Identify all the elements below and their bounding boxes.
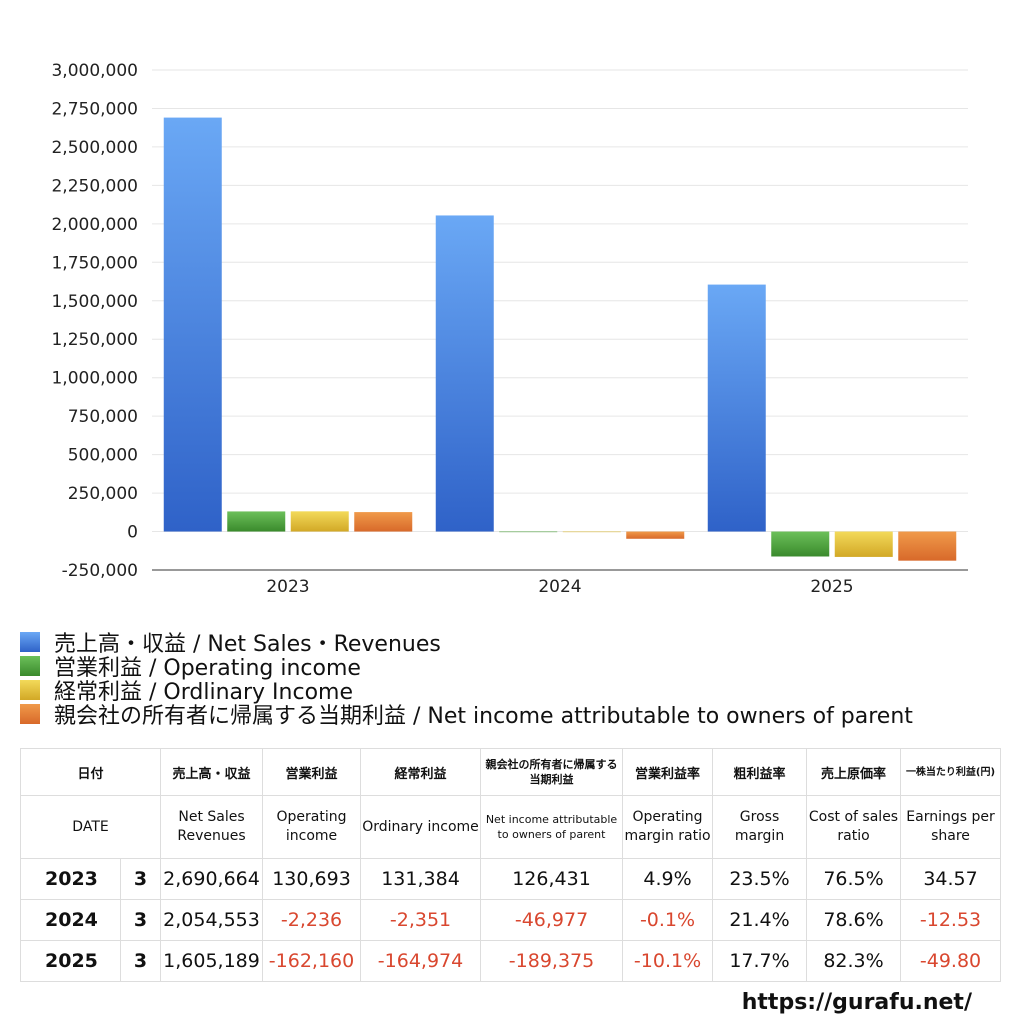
- cell-year: 2024: [20, 899, 121, 941]
- site-url[interactable]: https://gurafu.net/: [741, 990, 972, 1015]
- cell-net-income: -46,977: [480, 899, 624, 941]
- cell-sales: 2,054,553: [160, 899, 264, 941]
- cell-eps: -49.80: [900, 940, 1002, 982]
- cell-gross-margin: 17.7%: [712, 940, 808, 982]
- bar-sales-2024: [435, 215, 494, 532]
- bar-net-income-2024: [626, 531, 685, 539]
- cell-net-income: 126,431: [480, 858, 624, 900]
- cell-year: 2025: [20, 940, 121, 982]
- header-operating-en: Operating income: [262, 795, 362, 859]
- header-gross-margin-jp: 粗利益率: [712, 748, 808, 796]
- header-cost-ratio-en: Cost of sales ratio: [806, 795, 902, 859]
- y-tick-label: 1,750,000: [51, 253, 138, 273]
- header-net-income-jp: 親会社の所有者に帰属する当期利益: [480, 748, 624, 796]
- header-ordinary-en: Ordinary income: [360, 795, 482, 859]
- header-date-jp: 日付: [19, 748, 162, 796]
- y-tick-label: 1,500,000: [51, 292, 138, 312]
- cell-eps: 34.57: [900, 858, 1002, 900]
- legend-swatch-sales: [20, 632, 40, 652]
- bar-ordinary-2024: [562, 531, 621, 533]
- y-tick-label: 2,250,000: [51, 176, 138, 196]
- bar-ordinary-2025: [834, 531, 893, 557]
- header-net-income-en: Net income attributable to owners of par…: [480, 795, 624, 859]
- cell-eps: -12.53: [900, 899, 1002, 941]
- legend: 売上高・収益 / Net Sales・Revenues 営業利益 / Opera…: [20, 630, 913, 729]
- legend-swatch-operating: [20, 656, 40, 676]
- bar-chart: -250,000 0 250,000 500,000 750,000 1,000,000 1…: [51, 61, 968, 597]
- legend-item-net-income: 親会社の所有者に帰属する当期利益 / Net income attributab…: [20, 702, 913, 729]
- table-header-en: DATE Net Sales Revenues Operating income…: [19, 795, 1002, 859]
- y-tick-label: 2,750,000: [51, 99, 138, 119]
- cell-cost-ratio: 76.5%: [806, 858, 902, 900]
- bar-net-income-2025: [898, 531, 957, 561]
- y-tick-label: 3,000,000: [51, 61, 138, 81]
- legend-label-sales: 売上高・収益 / Net Sales・Revenues: [54, 632, 441, 657]
- header-ordinary-jp: 経常利益: [360, 748, 482, 796]
- y-tick-label: 750,000: [68, 407, 138, 427]
- legend-swatch-net-income: [20, 704, 40, 724]
- y-tick-label: -250,000: [62, 561, 138, 581]
- bar-net-income-2023: [354, 512, 413, 532]
- x-tick-label: 2025: [810, 577, 853, 597]
- bar-operating-2023: [227, 511, 286, 532]
- cell-net-income: -189,375: [480, 940, 624, 982]
- cell-op-margin: 4.9%: [622, 858, 714, 900]
- cell-month: 3: [119, 899, 162, 941]
- cell-ordinary: -164,974: [360, 940, 482, 982]
- legend-item-operating: 営業利益 / Operating income: [20, 654, 913, 681]
- y-tick-label: 1,250,000: [51, 330, 138, 350]
- y-tick-label: 2,000,000: [51, 215, 138, 235]
- cell-op-margin: -10.1%: [622, 940, 714, 982]
- x-tick-label: 2024: [538, 577, 581, 597]
- cell-operating: 130,693: [262, 858, 362, 900]
- bar-sales-2023: [163, 117, 222, 532]
- cell-ordinary: 131,384: [360, 858, 482, 900]
- cell-sales: 2,690,664: [160, 858, 264, 900]
- cell-month: 3: [119, 940, 162, 982]
- legend-swatch-ordinary: [20, 680, 40, 700]
- legend-item-ordinary: 経常利益 / Ordlinary Income: [20, 678, 913, 705]
- header-operating-jp: 営業利益: [262, 748, 362, 796]
- cell-sales: 1,605,189: [160, 940, 264, 982]
- y-tick-label: 2,500,000: [51, 138, 138, 158]
- header-eps-en: Earnings per share: [900, 795, 1002, 859]
- legend-label-operating: 営業利益 / Operating income: [54, 656, 361, 681]
- x-tick-label: 2023: [266, 577, 309, 597]
- header-date-en: DATE: [19, 795, 162, 859]
- legend-item-sales: 売上高・収益 / Net Sales・Revenues: [20, 630, 913, 657]
- cell-gross-margin: 21.4%: [712, 899, 808, 941]
- cell-cost-ratio: 82.3%: [806, 940, 902, 982]
- cell-gross-margin: 23.5%: [712, 858, 808, 900]
- cell-ordinary: -2,351: [360, 899, 482, 941]
- financial-table: 日付 売上高・収益 営業利益 経常利益 親会社の所有者に帰属する当期利益 営業利…: [19, 748, 1002, 982]
- header-op-margin-en: Operating margin ratio: [622, 795, 714, 859]
- bar-operating-2025: [771, 531, 830, 557]
- table-row: 2025 3 1,605,189 -162,160 -164,974 -189,…: [20, 940, 1002, 982]
- bar-operating-2024: [499, 531, 558, 533]
- header-sales-en: Net Sales Revenues: [160, 795, 264, 859]
- header-eps-jp: 一株当たり利益(円): [900, 748, 1002, 796]
- legend-label-net-income: 親会社の所有者に帰属する当期利益 / Net income attributab…: [54, 704, 913, 729]
- table-header-jp: 日付 売上高・収益 営業利益 経常利益 親会社の所有者に帰属する当期利益 営業利…: [19, 748, 1002, 796]
- table-row: 2023 3 2,690,664 130,693 131,384 126,431…: [20, 858, 1002, 900]
- cell-month: 3: [119, 858, 162, 900]
- cell-op-margin: -0.1%: [622, 899, 714, 941]
- bar-ordinary-2023: [290, 511, 349, 532]
- header-gross-margin-en: Gross margin: [712, 795, 808, 859]
- header-sales-jp: 売上高・収益: [160, 748, 264, 796]
- y-tick-label: 500,000: [68, 446, 138, 466]
- cell-operating: -162,160: [262, 940, 362, 982]
- cell-cost-ratio: 78.6%: [806, 899, 902, 941]
- cell-operating: -2,236: [262, 899, 362, 941]
- y-tick-label: 0: [127, 523, 138, 543]
- y-tick-label: 1,000,000: [51, 369, 138, 389]
- header-op-margin-jp: 営業利益率: [622, 748, 714, 796]
- legend-label-ordinary: 経常利益 / Ordlinary Income: [54, 680, 353, 705]
- header-cost-ratio-jp: 売上原価率: [806, 748, 902, 796]
- table-row: 2024 3 2,054,553 -2,236 -2,351 -46,977 -…: [20, 899, 1002, 941]
- bar-sales-2025: [707, 284, 766, 532]
- cell-year: 2023: [20, 858, 121, 900]
- y-tick-label: 250,000: [68, 484, 138, 504]
